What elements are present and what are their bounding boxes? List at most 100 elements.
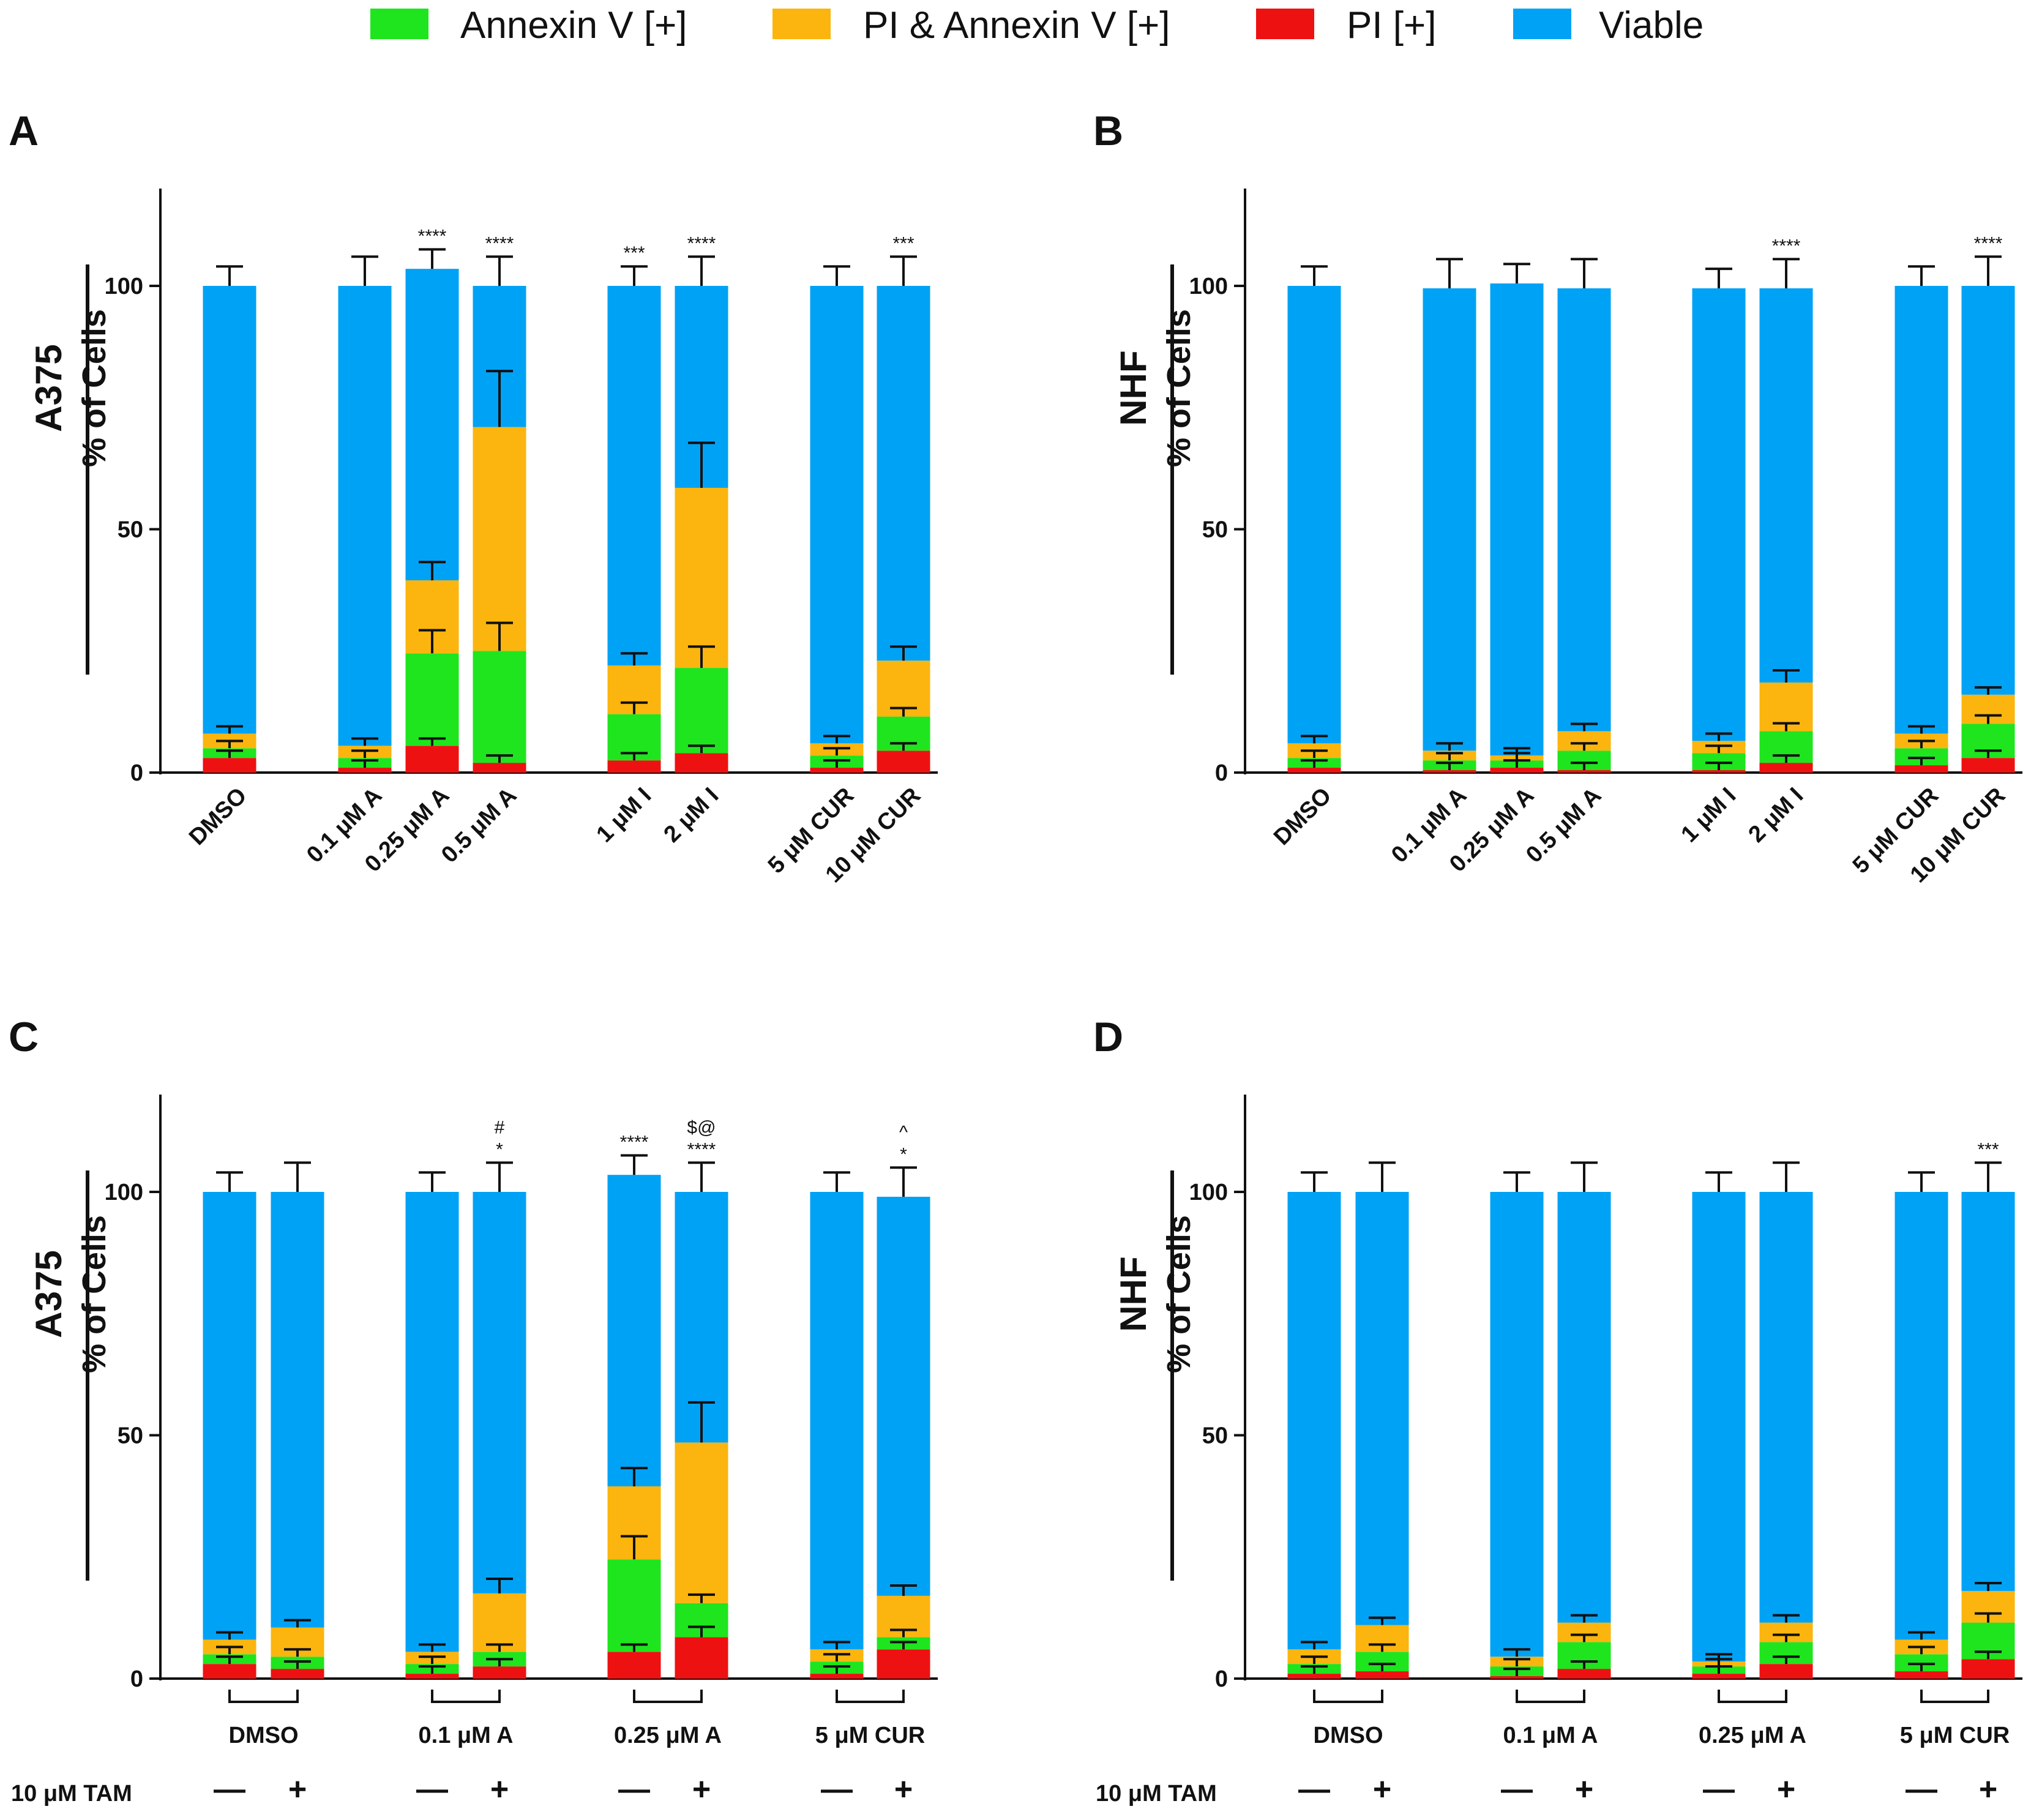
panel-letter: A: [9, 108, 39, 154]
tam-label: 10 μM TAM: [11, 1781, 132, 1807]
bar-segment-pi: [1557, 770, 1611, 773]
bar-segment-pi: [1287, 768, 1341, 773]
bar-group: [1355, 1161, 1409, 1679]
bar-segment-viable: [1423, 288, 1476, 751]
bar-segment-pi-annexin: [473, 1593, 526, 1652]
bar-group: ***: [877, 233, 930, 773]
bar-segment-pi-annexin: [473, 427, 526, 651]
bar-segment-pi: [203, 758, 256, 773]
bar-segment-pi: [1759, 1664, 1813, 1679]
bar-segment-pi: [405, 746, 459, 773]
group-label: 0.1 μM A: [1503, 1723, 1598, 1748]
legend-label-pi: PI [+]: [1347, 4, 1436, 47]
bar-segment-pi: [1490, 1676, 1544, 1679]
group-bracket: [228, 1690, 299, 1703]
x-tick-label: 0.5 μM A: [436, 783, 522, 868]
bar-segment-viable: [675, 1192, 728, 1443]
bar-group: [1557, 258, 1611, 773]
x-tick-label: 1 μM I: [1676, 783, 1741, 848]
y-axis-title: % of Cells: [76, 1215, 113, 1373]
group-bracket: [1516, 1690, 1585, 1703]
tam-indicator: +: [894, 1772, 913, 1807]
legend: Annexin V [+] PI & Annexin V [+] PI [+] …: [370, 4, 1704, 47]
bar-segment-viable: [607, 286, 661, 666]
y-tick-label: 0: [130, 1666, 143, 1692]
y-tick-label: 0: [130, 760, 143, 786]
tam-indicator: +: [1575, 1772, 1593, 1807]
bar-segment-pi-annexin: [675, 487, 728, 668]
bar-segment-viable: [1894, 1192, 1948, 1640]
bar-segment-annexin: [675, 668, 728, 754]
bar-group: ****: [1961, 233, 2015, 773]
bar-group: ****: [405, 226, 459, 773]
group-label: 5 μM CUR: [815, 1723, 925, 1748]
y-tick-label: 100: [105, 1180, 143, 1205]
group-bracket: [836, 1690, 905, 1703]
bar-segment-viable: [607, 1175, 661, 1486]
legend-swatch-pi-annexin: [772, 9, 831, 39]
x-tick-label: DMSO: [184, 783, 252, 850]
significance-label: ****: [687, 1139, 716, 1159]
bar-group: [1423, 258, 1476, 773]
bar-segment-viable: [1557, 288, 1611, 732]
bar-segment-annexin: [607, 1559, 661, 1652]
y-tick-label: 100: [105, 274, 143, 299]
cell-line-label: A375: [28, 344, 69, 432]
bar-segment-viable: [1355, 1192, 1409, 1625]
group-bracket: [1313, 1690, 1383, 1703]
bar-group: ****$@: [675, 1117, 728, 1679]
y-axis-label: NHF% of Cells: [1113, 309, 1197, 467]
significance-label: *: [496, 1139, 503, 1159]
tam-indicator: —: [1703, 1772, 1735, 1807]
legend-label-viable: Viable: [1599, 4, 1704, 47]
bar-segment-pi: [810, 1674, 864, 1679]
cell-line-label: A375: [28, 1250, 69, 1338]
bar-segment-viable: [877, 286, 930, 661]
bar-segment-pi: [1287, 1674, 1341, 1679]
bar-group: [1490, 1171, 1544, 1679]
tam-indicator: +: [1373, 1772, 1391, 1807]
tam-indicator: —: [1501, 1772, 1533, 1807]
tam-indicator: —: [1906, 1772, 1937, 1807]
significance-label: $@: [687, 1117, 716, 1137]
significance-label: ***: [892, 233, 914, 253]
y-tick-label: 50: [1202, 1423, 1228, 1449]
group-label: DMSO: [1314, 1723, 1383, 1748]
group-label: 0.1 μM A: [419, 1723, 514, 1748]
group-label: 5 μM CUR: [1900, 1723, 2010, 1748]
significance-label: ****: [1772, 236, 1801, 256]
bar-segment-viable: [810, 1192, 864, 1650]
panel-letter: C: [9, 1014, 39, 1060]
y-tick-label: 50: [118, 1423, 143, 1449]
legend-label-annexin: Annexin V [+]: [460, 4, 687, 47]
bar-segment-pi: [810, 768, 864, 773]
bar-group: [810, 265, 864, 773]
bar-group: ***: [1961, 1139, 2015, 1679]
bar-segment-viable: [1692, 288, 1746, 741]
bar-group: [1894, 1171, 1948, 1679]
bar-group: [1692, 268, 1746, 773]
cell-line-label: NHF: [1113, 350, 1154, 425]
bar-segment-viable: [473, 1192, 526, 1593]
bar-segment-viable: [1557, 1192, 1611, 1623]
significance-label: ****: [485, 233, 514, 253]
bar-segment-pi: [1961, 1659, 2015, 1679]
tam-indicator: +: [490, 1772, 509, 1807]
y-tick-label: 50: [1202, 517, 1228, 543]
bar-segment-viable: [405, 269, 459, 580]
bar-segment-pi: [1894, 1671, 1948, 1679]
significance-label: ****: [687, 233, 716, 253]
group-label: 0.25 μM A: [1699, 1723, 1806, 1748]
bar-segment-pi: [203, 1664, 256, 1679]
legend-swatch-annexin: [370, 9, 428, 39]
bar-segment-viable: [338, 286, 392, 746]
bar-segment-pi: [1490, 768, 1544, 773]
bar-segment-pi: [473, 763, 526, 773]
tam-indicator: +: [692, 1772, 711, 1807]
x-tick-label: DMSO: [1269, 783, 1336, 850]
bar-segment-pi: [1423, 770, 1476, 773]
tam-indicator: +: [1777, 1772, 1795, 1807]
significance-label: *: [900, 1144, 907, 1164]
bar-segment-viable: [877, 1196, 930, 1596]
